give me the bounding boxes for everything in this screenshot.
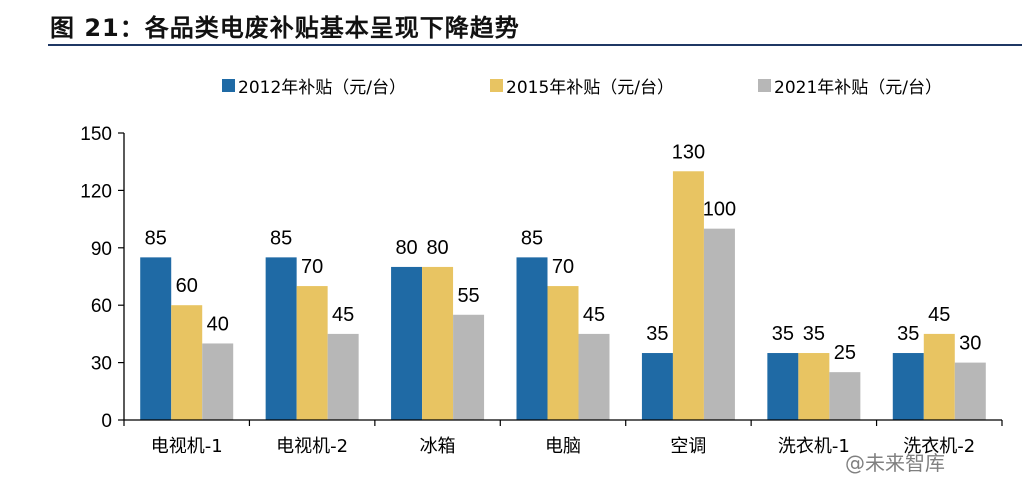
x-tick-label: 电视机-1 [151,436,223,457]
data-label: 35 [803,323,825,345]
bar [703,228,735,420]
bar [798,353,830,420]
bar [391,266,423,420]
bar [296,286,328,420]
legend-label: 2021年补贴（元/台） [774,78,942,98]
data-label: 45 [332,304,354,326]
y-tick-label: 0 [101,411,112,432]
bar [829,372,861,420]
y-tick-label: 150 [80,124,112,145]
legend: 2012年补贴（元/台） 2015年补贴（元/台） 2021年补贴（元/台） [222,78,942,98]
data-label: 70 [552,256,574,278]
bar [547,286,579,420]
bar [453,314,485,420]
watermark: @未来智库 [845,451,945,475]
data-label: 30 [959,333,981,355]
bar [516,257,548,420]
data-label: 25 [834,342,856,364]
title-bar: 图 21：各品类电废补贴基本呈现下降趋势 [48,4,1022,46]
data-label: 55 [457,285,479,307]
bar [578,333,610,420]
x-tick-label: 冰箱 [420,436,456,457]
y-axis: 0 30 60 90 120 150 [80,124,125,432]
x-tick-label: 洗衣机-2 [903,436,975,457]
bar [923,333,955,420]
legend-item: 2021年补贴（元/台） [758,78,942,98]
data-label: 85 [145,227,167,249]
bar [892,353,924,420]
data-label: 80 [395,237,417,259]
legend-item: 2012年补贴（元/台） [222,78,406,98]
y-tick-label: 120 [80,181,112,202]
y-tick-label: 90 [91,239,112,260]
data-label: 45 [928,304,950,326]
x-tick-label: 电脑 [545,436,581,457]
data-label: 40 [207,313,229,335]
y-tick-label: 30 [91,354,112,375]
data-label: 60 [176,275,198,297]
bar [422,266,454,420]
data-label: 130 [672,141,705,163]
data-label: 80 [426,237,448,259]
legend-swatch [490,79,503,92]
data-label: 85 [270,227,292,249]
data-label: 45 [583,304,605,326]
data-label: 70 [301,256,323,278]
x-tick-label: 电视机-2 [276,436,348,457]
y-tick-label: 60 [91,296,112,317]
x-tick-label: 洗衣机-1 [778,436,850,457]
data-label: 35 [772,323,794,345]
bar [672,171,704,420]
legend-label: 2012年补贴（元/台） [238,78,406,98]
page-title: 图 21：各品类电废补贴基本呈现下降趋势 [50,14,520,42]
data-labels: 85 85 80 85 35 35 35 60 70 80 70 130 35 45 40 45 55 45 100… [145,141,982,364]
x-axis: 电视机-1 电视机-2 冰箱 电脑 空调 洗衣机-1 洗衣机-2 [123,419,1003,457]
bar [171,305,203,420]
bar [954,362,986,420]
x-tick-label: 空调 [670,436,706,457]
bar [140,257,172,420]
data-label: 35 [646,323,668,345]
data-label: 35 [897,323,919,345]
bar [265,257,297,420]
legend-swatch [222,79,235,92]
data-label: 85 [521,227,543,249]
legend-label: 2015年补贴（元/台） [506,78,674,98]
legend-item: 2015年补贴（元/台） [490,78,674,98]
bar [327,333,359,420]
data-label: 100 [703,199,736,221]
legend-swatch [758,79,771,92]
bar [641,353,673,420]
bars [140,171,986,420]
bar [202,343,234,420]
bar [767,353,799,420]
